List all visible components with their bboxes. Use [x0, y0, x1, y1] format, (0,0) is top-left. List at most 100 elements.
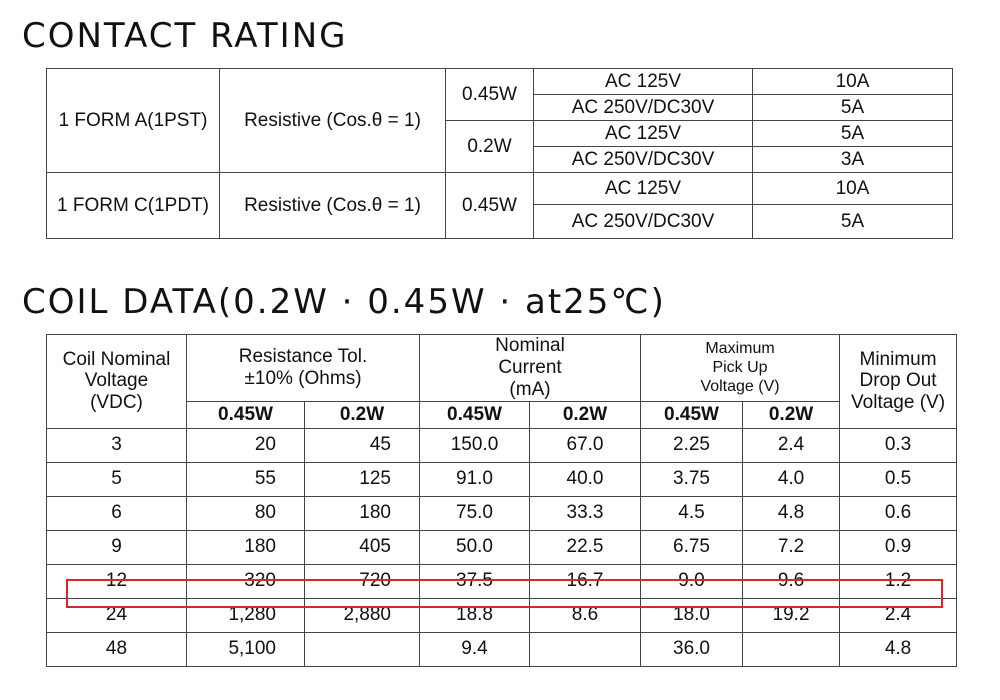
pickup-02w-cell: 4.0 — [742, 461, 841, 497]
resistance-02w-cell — [304, 631, 420, 667]
resistance-02w-cell: 405 — [304, 529, 420, 565]
table-row: 1 FORM A(1PST) Resistive (Cos.θ = 1) 0.4… — [46, 68, 953, 173]
pickup-045w-cell: 18.0 — [640, 597, 744, 633]
table-row: 48 5,100 9.4 36.0 4.8 — [46, 631, 958, 667]
pickup-02w-cell: 7.2 — [742, 529, 841, 565]
subheader-045w: 0.45W — [419, 400, 530, 429]
dropout-cell: 0.6 — [839, 495, 958, 531]
resistance-02w-cell: 720 — [304, 563, 420, 599]
coil-voltage-cell: 12 — [46, 563, 187, 599]
resistance-02w-cell: 125 — [304, 461, 420, 497]
current-cell: 10A — [752, 172, 953, 205]
current-02w-cell: 22.5 — [528, 529, 642, 565]
resistance-045w-cell: 320 — [186, 563, 305, 599]
pickup-02w-cell — [742, 631, 841, 667]
coil-voltage-cell: 24 — [46, 597, 187, 633]
table-row: AC 250V/DC30V 3A — [47, 146, 953, 173]
subheader-02w: 0.2W — [304, 400, 420, 429]
pickup-header: Maximum Pick Up Voltage (V) — [640, 334, 841, 402]
resistance-045w-cell: 20 — [186, 427, 305, 463]
form-c-cell: 1 FORM C(1PDT) — [46, 172, 220, 239]
table-row: 24 1,280 2,880 18.8 8.6 18.0 19.2 2.4 — [46, 597, 958, 633]
voltage-cell: AC 125V — [533, 68, 753, 95]
dropout-cell: 0.5 — [839, 461, 958, 497]
table-row: 1 FORM C(1PDT) Resistive (Cos.θ = 1) 0.4… — [46, 172, 953, 239]
resistance-045w-cell: 180 — [186, 529, 305, 565]
current-cell: 10A — [752, 68, 953, 95]
pickup-045w-cell: 4.5 — [640, 495, 744, 531]
pickup-045w-cell: 6.75 — [640, 529, 744, 565]
table-row: AC 250V/DC30V 5A — [47, 94, 953, 121]
table-row: 6 80 180 75.0 33.3 4.5 4.8 0.6 — [46, 495, 958, 531]
current-cell: 5A — [752, 204, 953, 239]
pickup-045w-cell: 9.0 — [640, 563, 744, 599]
voltage-cell: AC 250V/DC30V — [533, 94, 753, 121]
resistance-02w-cell: 180 — [304, 495, 420, 531]
resistance-02w-cell: 2,880 — [304, 597, 420, 633]
resistance-045w-cell: 1,280 — [186, 597, 305, 633]
coil-voltage-cell: 6 — [46, 495, 187, 531]
subheader-045w: 0.45W — [640, 400, 744, 429]
current-02w-cell: 40.0 — [528, 461, 642, 497]
table-row: AC 250V/DC30V 5A — [47, 204, 953, 239]
dropout-cell: 4.8 — [839, 631, 958, 667]
coil-data-table: Coil Nominal Voltage (VDC) Resistance To… — [46, 334, 958, 667]
current-045w-cell: 18.8 — [419, 597, 530, 633]
form-a-cell: 1 FORM A(1PST) — [46, 68, 220, 173]
load-type-cell: Resistive (Cos.θ = 1) — [219, 172, 446, 239]
resistance-045w-cell: 55 — [186, 461, 305, 497]
subheader-045w: 0.45W — [186, 400, 305, 429]
power-cell: 0.45W — [445, 68, 534, 121]
pickup-045w-cell: 2.25 — [640, 427, 744, 463]
dropout-cell: 0.3 — [839, 427, 958, 463]
current-045w-cell: 150.0 — [419, 427, 530, 463]
current-045w-cell: 75.0 — [419, 495, 530, 531]
resistance-02w-cell: 45 — [304, 427, 420, 463]
current-02w-cell: 8.6 — [528, 597, 642, 633]
current-header: Nominal Current (mA) — [418, 334, 642, 402]
current-02w-cell: 33.3 — [528, 495, 642, 531]
dropout-cell: 1.2 — [839, 563, 958, 599]
current-02w-cell — [528, 631, 642, 667]
coil-voltage-cell: 48 — [46, 631, 187, 667]
current-cell: 5A — [752, 94, 953, 121]
contact-rating-title: CONTACT RATING — [22, 16, 348, 56]
resistance-045w-cell: 80 — [186, 495, 305, 531]
pickup-02w-cell: 9.6 — [742, 563, 841, 599]
table-row: 3 20 45 150.0 67.0 2.25 2.4 0.3 — [46, 427, 958, 463]
table-subheader-row: 0.45W 0.2W 0.45W 0.2W 0.45W 0.2W — [47, 400, 957, 429]
pickup-045w-cell: 36.0 — [640, 631, 744, 667]
current-045w-cell: 37.5 — [419, 563, 530, 599]
pickup-02w-cell: 2.4 — [742, 427, 841, 463]
coil-voltage-cell: 9 — [46, 529, 187, 565]
pickup-02w-cell: 19.2 — [742, 597, 841, 633]
dropout-cell: 2.4 — [839, 597, 958, 633]
voltage-cell: AC 125V — [533, 172, 753, 205]
current-045w-cell: 50.0 — [419, 529, 530, 565]
coil-data-title: COIL DATA(0.2W · 0.45W · at25℃) — [22, 282, 666, 322]
current-045w-cell: 91.0 — [419, 461, 530, 497]
subheader-02w: 0.2W — [528, 400, 642, 429]
current-045w-cell: 9.4 — [419, 631, 530, 667]
pickup-02w-cell: 4.8 — [742, 495, 841, 531]
voltage-cell: AC 125V — [533, 120, 753, 147]
table-row: 5 55 125 91.0 40.0 3.75 4.0 0.5 — [46, 461, 958, 497]
coil-voltage-cell: 3 — [46, 427, 187, 463]
current-02w-cell: 67.0 — [528, 427, 642, 463]
coil-voltage-header: Coil Nominal Voltage (VDC) — [46, 334, 187, 429]
current-02w-cell: 16.7 — [528, 563, 642, 599]
current-cell: 5A — [752, 120, 953, 147]
dropout-cell: 0.9 — [839, 529, 958, 565]
coil-voltage-cell: 5 — [46, 461, 187, 497]
dropout-header: Minimum Drop Out Voltage (V) — [839, 334, 958, 429]
current-cell: 3A — [752, 146, 953, 173]
voltage-cell: AC 250V/DC30V — [533, 146, 753, 173]
power-cell: 0.45W — [445, 172, 534, 239]
resistance-045w-cell: 5,100 — [186, 631, 305, 667]
contact-rating-table: 1 FORM A(1PST) Resistive (Cos.θ = 1) 0.4… — [46, 68, 953, 239]
table-row: 12 320 720 37.5 16.7 9.0 9.6 1.2 — [46, 563, 958, 599]
pickup-045w-cell: 3.75 — [640, 461, 744, 497]
power-cell: 0.2W — [445, 120, 534, 173]
load-type-cell: Resistive (Cos.θ = 1) — [219, 68, 446, 173]
voltage-cell: AC 250V/DC30V — [533, 204, 753, 239]
